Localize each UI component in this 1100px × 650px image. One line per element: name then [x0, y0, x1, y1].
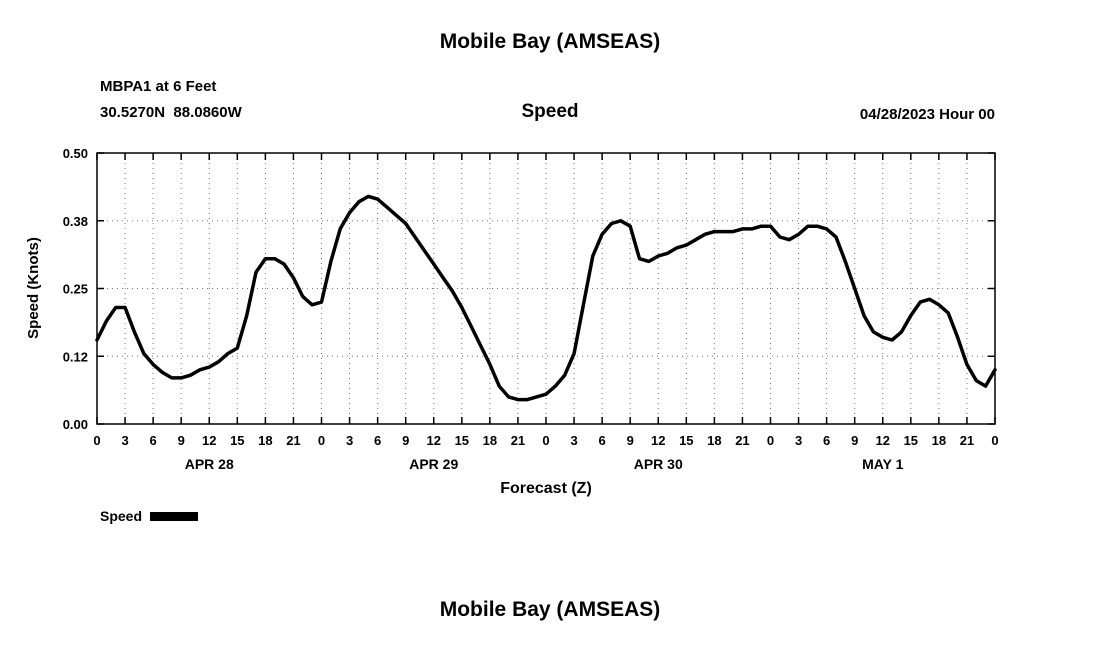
- svg-text:21: 21: [511, 433, 525, 448]
- svg-text:0: 0: [991, 433, 998, 448]
- svg-text:9: 9: [178, 433, 185, 448]
- svg-text:18: 18: [707, 433, 721, 448]
- svg-text:3: 3: [121, 433, 128, 448]
- svg-text:APR 28: APR 28: [185, 456, 234, 472]
- svg-text:6: 6: [599, 433, 606, 448]
- svg-text:6: 6: [374, 433, 381, 448]
- svg-text:MAY 1: MAY 1: [862, 456, 903, 472]
- station-coordinates: 30.5270N 88.0860W: [100, 104, 242, 121]
- svg-text:0: 0: [318, 433, 325, 448]
- svg-text:18: 18: [258, 433, 272, 448]
- svg-text:0.50: 0.50: [63, 146, 88, 161]
- svg-text:6: 6: [823, 433, 830, 448]
- svg-text:9: 9: [627, 433, 634, 448]
- svg-text:21: 21: [286, 433, 300, 448]
- svg-text:15: 15: [679, 433, 693, 448]
- svg-text:9: 9: [851, 433, 858, 448]
- svg-text:0.25: 0.25: [63, 282, 88, 297]
- svg-text:15: 15: [230, 433, 244, 448]
- svg-text:3: 3: [795, 433, 802, 448]
- svg-text:0.12: 0.12: [63, 349, 88, 364]
- svg-text:0: 0: [542, 433, 549, 448]
- legend-label: Speed: [100, 508, 143, 524]
- x-axis-label: Forecast (Z): [500, 480, 592, 497]
- svg-text:12: 12: [427, 433, 441, 448]
- svg-text:0.38: 0.38: [63, 214, 88, 229]
- page-title: Mobile Bay (AMSEAS): [439, 30, 661, 53]
- svg-text:0: 0: [767, 433, 774, 448]
- svg-text:0.00: 0.00: [63, 417, 88, 432]
- next-page-title: Mobile Bay (AMSEAS): [439, 598, 661, 621]
- station-label: MBPA1 at 6 Feet: [100, 78, 217, 95]
- legend: Speed: [100, 508, 199, 524]
- svg-text:12: 12: [651, 433, 665, 448]
- svg-text:0: 0: [93, 433, 100, 448]
- svg-text:21: 21: [735, 433, 749, 448]
- plot-title: Speed: [521, 101, 579, 122]
- svg-text:3: 3: [346, 433, 353, 448]
- svg-text:6: 6: [150, 433, 157, 448]
- svg-text:18: 18: [483, 433, 497, 448]
- svg-text:18: 18: [932, 433, 946, 448]
- svg-text:9: 9: [402, 433, 409, 448]
- svg-text:12: 12: [202, 433, 216, 448]
- svg-text:15: 15: [904, 433, 918, 448]
- svg-text:APR 29: APR 29: [409, 456, 458, 472]
- forecast-run-time: 04/28/2023 Hour 00: [859, 106, 995, 123]
- svg-text:APR 30: APR 30: [634, 456, 683, 472]
- svg-text:3: 3: [570, 433, 577, 448]
- legend-line-swatch: [150, 511, 199, 521]
- svg-text:15: 15: [455, 433, 469, 448]
- svg-text:12: 12: [876, 433, 890, 448]
- svg-text:21: 21: [960, 433, 974, 448]
